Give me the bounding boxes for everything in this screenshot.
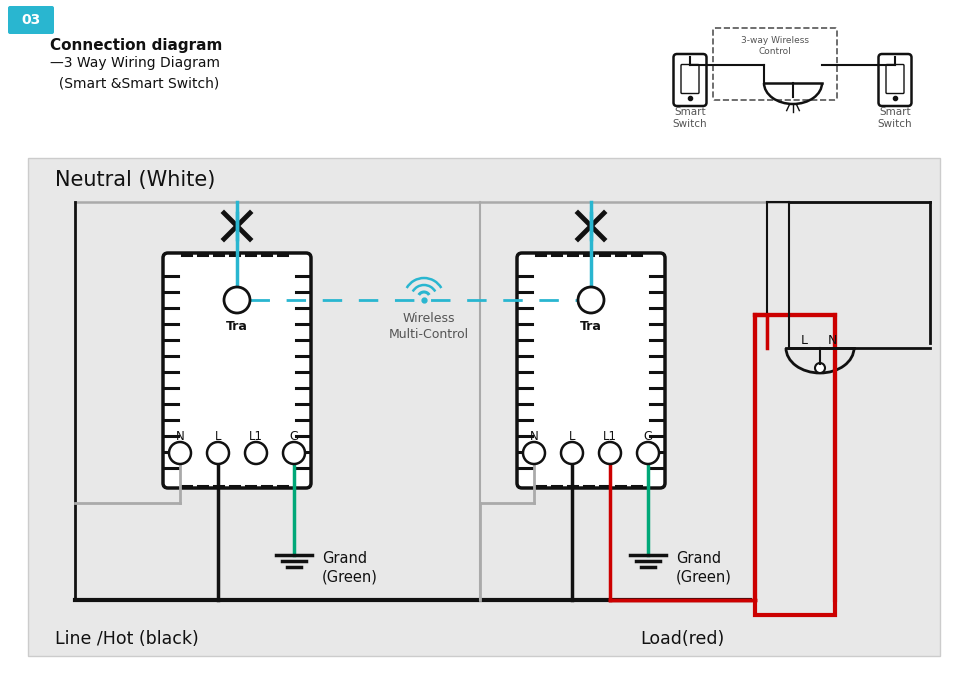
Text: Line /Hot (black): Line /Hot (black) (55, 630, 199, 648)
Circle shape (207, 442, 229, 464)
Text: Smart
Switch: Smart Switch (673, 107, 707, 128)
Text: G: G (289, 431, 298, 444)
Text: L1: L1 (249, 431, 263, 444)
Text: Tra: Tra (580, 320, 602, 333)
Bar (755, 315, 835, 615)
Text: Wireless
Multi-Control: Wireless Multi-Control (389, 312, 469, 341)
FancyBboxPatch shape (879, 54, 912, 106)
Text: Load(red): Load(red) (640, 630, 724, 648)
Circle shape (245, 442, 267, 464)
FancyBboxPatch shape (681, 64, 699, 94)
Text: Grand
(Green): Grand (Green) (676, 551, 732, 584)
Text: 03: 03 (21, 13, 41, 27)
Circle shape (815, 363, 825, 373)
Text: Tra: Tra (226, 320, 248, 333)
Text: L: L (569, 431, 575, 444)
Text: Smart
Switch: Smart Switch (878, 107, 913, 128)
Text: Neutral (White): Neutral (White) (55, 170, 216, 190)
Text: N: N (827, 333, 837, 346)
Circle shape (224, 287, 250, 313)
Bar (28, 158, 940, 656)
FancyBboxPatch shape (163, 253, 311, 488)
Text: L: L (215, 431, 221, 444)
Text: N: N (529, 431, 538, 444)
Circle shape (578, 287, 604, 313)
FancyBboxPatch shape (517, 253, 665, 488)
Circle shape (561, 442, 583, 464)
Circle shape (523, 442, 545, 464)
Circle shape (283, 442, 305, 464)
Circle shape (169, 442, 191, 464)
Text: N: N (176, 431, 184, 444)
Text: L: L (800, 333, 808, 346)
Text: Connection diagram: Connection diagram (50, 38, 222, 53)
Circle shape (637, 442, 659, 464)
FancyBboxPatch shape (8, 6, 54, 34)
FancyBboxPatch shape (674, 54, 707, 106)
Text: L1: L1 (603, 431, 617, 444)
Text: 3-way Wireless
Control: 3-way Wireless Control (741, 36, 809, 56)
Text: —3 Way Wiring Diagram
  (Smart &Smart Switch): —3 Way Wiring Diagram (Smart &Smart Swit… (50, 56, 220, 90)
FancyBboxPatch shape (886, 64, 904, 94)
Circle shape (599, 442, 621, 464)
Text: Grand
(Green): Grand (Green) (322, 551, 378, 584)
Text: G: G (644, 431, 653, 444)
